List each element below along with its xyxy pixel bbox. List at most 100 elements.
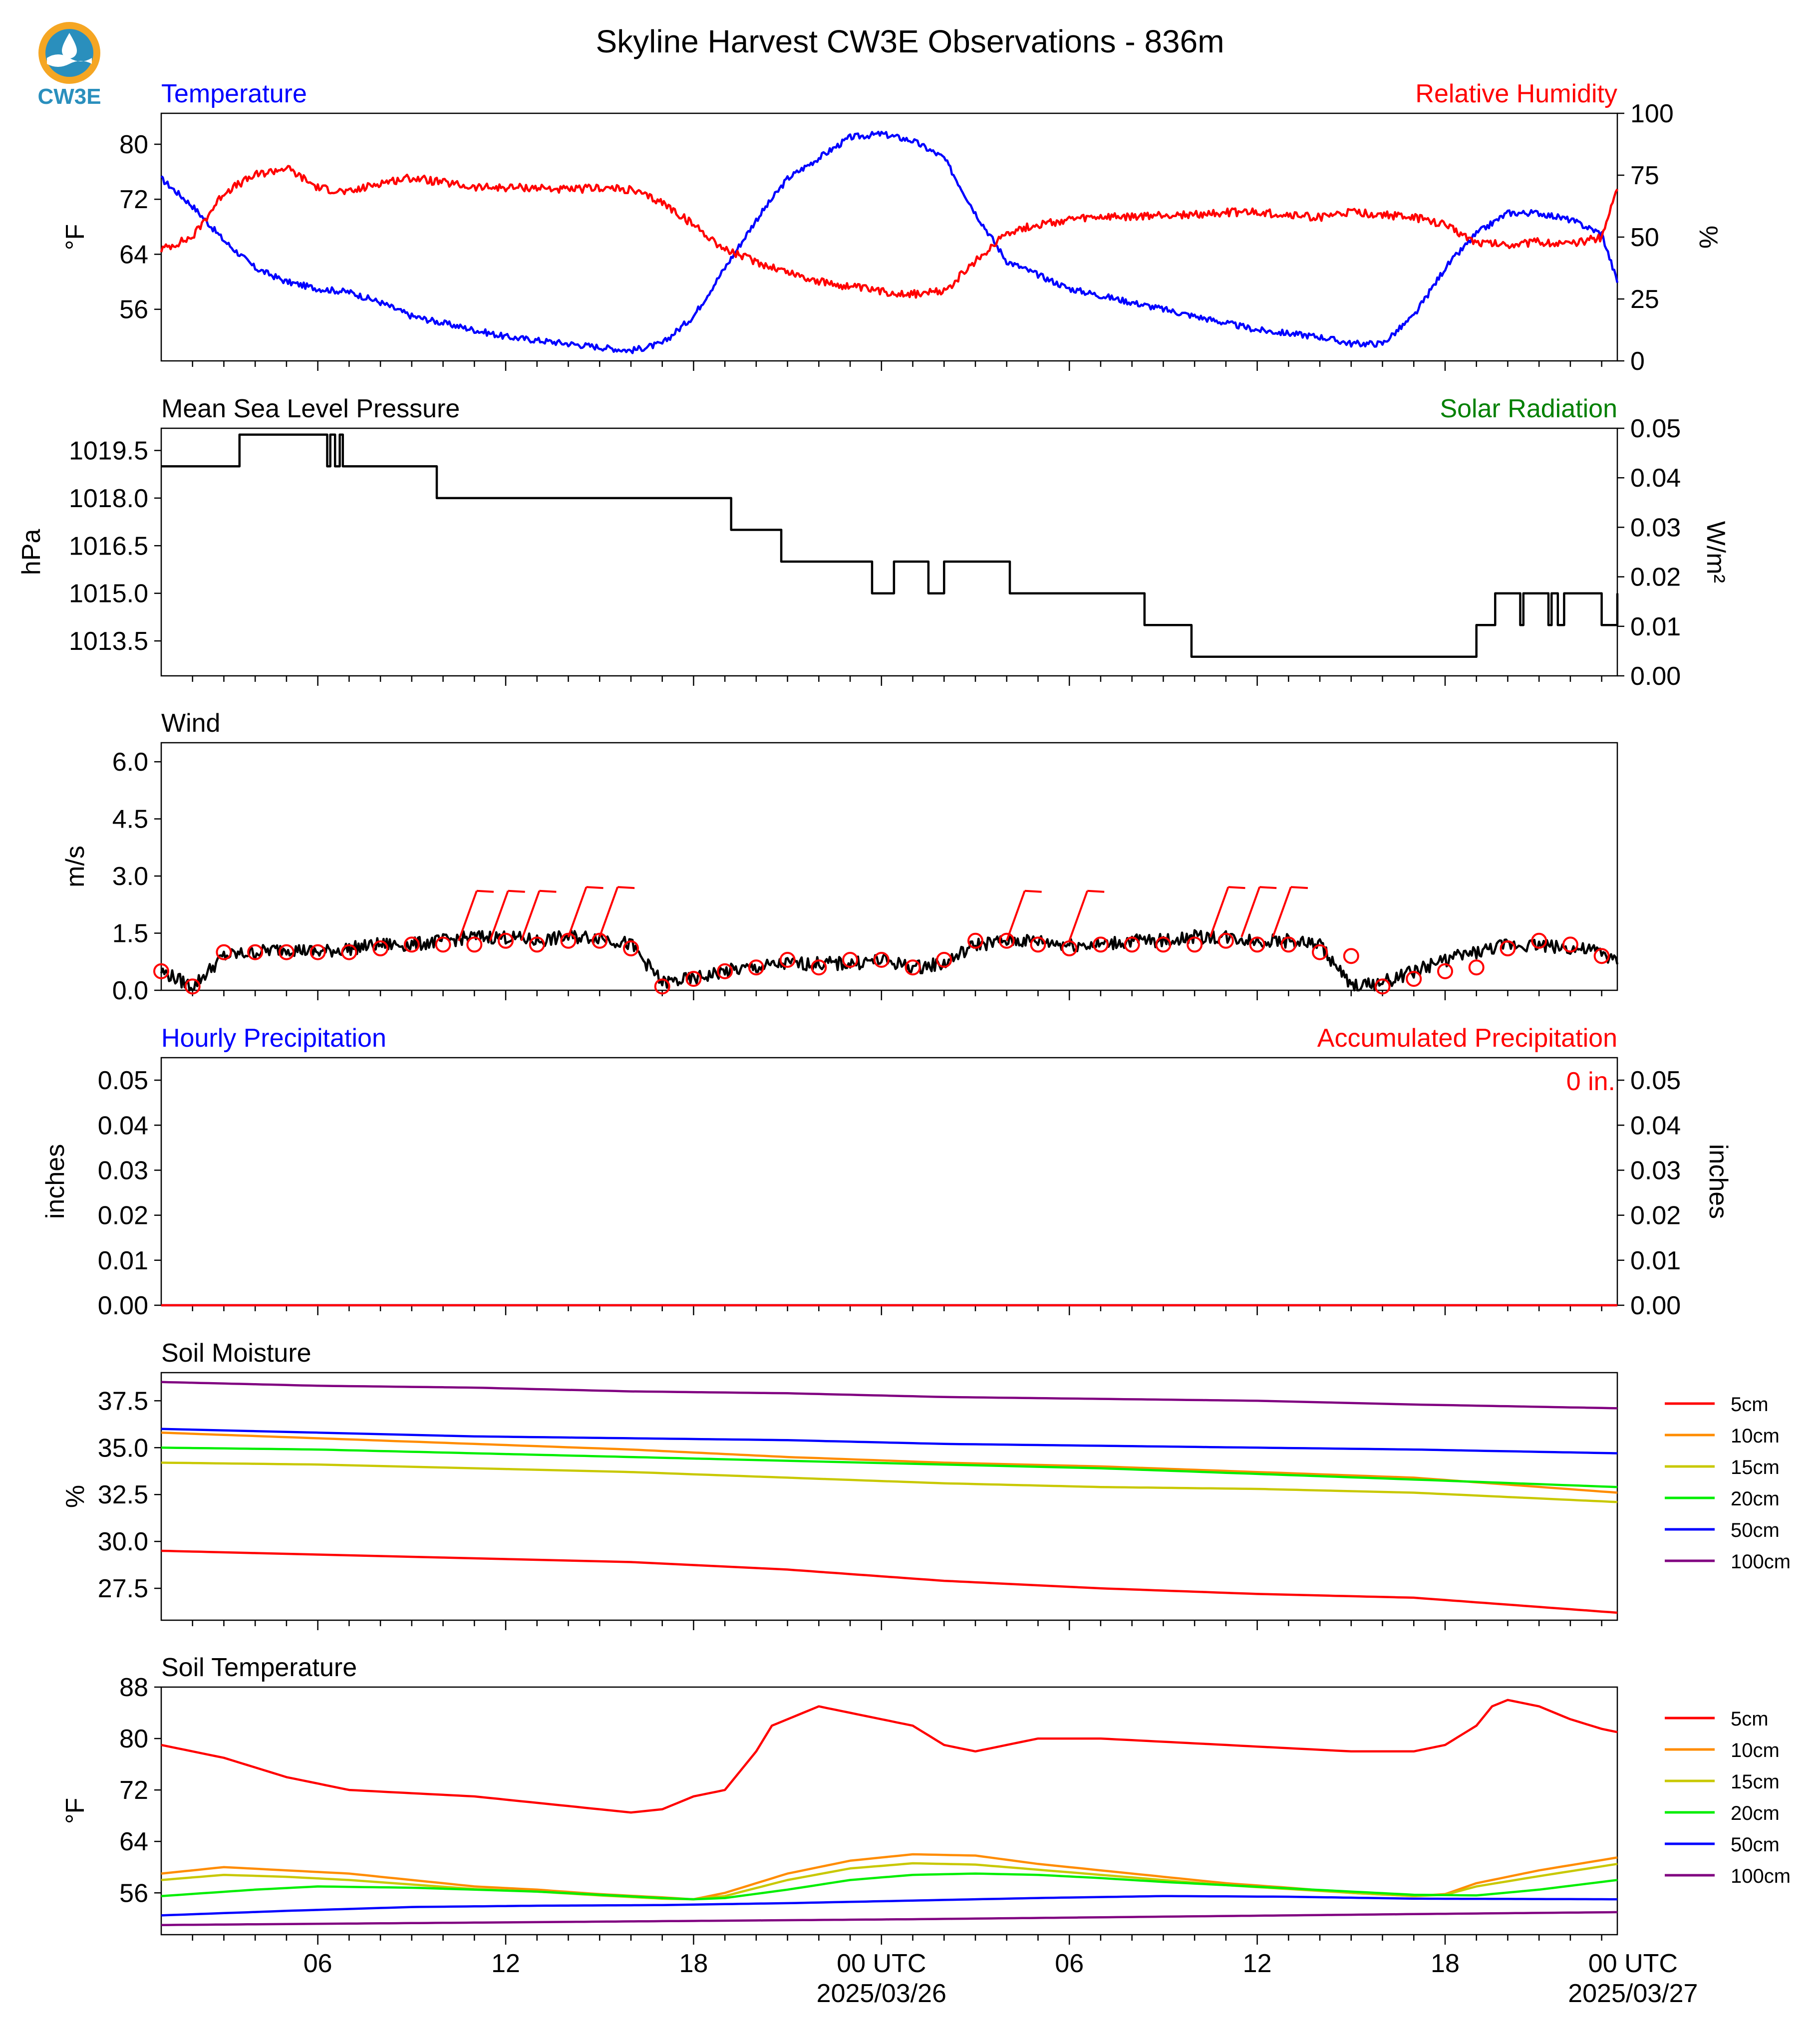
y-right-tick-label: 0.05 bbox=[1630, 414, 1681, 443]
y-tick-label: 35.0 bbox=[98, 1434, 148, 1462]
series-line-20cm bbox=[161, 1447, 1618, 1488]
y-right-tick-label: 100 bbox=[1630, 99, 1674, 128]
y-tick-label: 1019.5 bbox=[69, 437, 148, 466]
y-right-axis-label: inches bbox=[1704, 1144, 1733, 1219]
y-tick-label: 80 bbox=[119, 1725, 148, 1753]
wind-barb bbox=[1209, 886, 1245, 937]
y-tick-label: 0.00 bbox=[98, 1291, 148, 1320]
gust-marker bbox=[278, 944, 295, 960]
gust-marker bbox=[905, 959, 921, 976]
y-right-tick-label: 0.03 bbox=[1630, 513, 1681, 542]
chart-title: Skyline Harvest CW3E Observations - 836m bbox=[596, 23, 1224, 59]
legend-label: 5cm bbox=[1731, 1394, 1769, 1416]
x-date-label: 2025/03/27 bbox=[1568, 1979, 1698, 2008]
y-tick-label: 3.0 bbox=[112, 862, 148, 891]
gust-marker bbox=[873, 951, 890, 968]
logo-wave bbox=[47, 54, 92, 67]
y-right-tick-label: 25 bbox=[1630, 285, 1659, 314]
gust-marker bbox=[998, 932, 1015, 949]
x-tick-label: 06 bbox=[1055, 1949, 1084, 1978]
panel-soil_moisture bbox=[154, 1372, 1715, 1630]
panel-temperature bbox=[154, 112, 1624, 371]
legend-label: 20cm bbox=[1731, 1488, 1780, 1510]
y-tick-label: 1013.5 bbox=[69, 627, 148, 656]
gust-marker bbox=[184, 978, 201, 995]
panel-title-right: Accumulated Precipitation bbox=[1317, 1024, 1617, 1053]
gust-marker bbox=[435, 936, 451, 953]
x-date-label: 2025/03/26 bbox=[817, 1979, 946, 2008]
y-right-tick-label: 0.01 bbox=[1630, 612, 1681, 641]
x-tick-label: 00 UTC bbox=[837, 1949, 926, 1978]
wind-barb-flag bbox=[1228, 886, 1245, 889]
series-line-15cm bbox=[161, 1862, 1618, 1901]
gust-marker bbox=[1061, 940, 1078, 957]
y-right-tick-label: 0.03 bbox=[1630, 1156, 1681, 1185]
gust-marker bbox=[247, 944, 264, 960]
gust-marker bbox=[748, 959, 764, 976]
y-tick-label: 1016.5 bbox=[69, 532, 148, 561]
plot-frame bbox=[160, 1372, 1618, 1621]
gust-marker bbox=[1531, 932, 1547, 949]
series-line-20cm bbox=[161, 1872, 1618, 1901]
wind-barb bbox=[520, 889, 557, 941]
gust-marker bbox=[560, 932, 577, 949]
accumulated-total-annotation: 0 in. bbox=[1566, 1067, 1615, 1096]
y-tick-label: 64 bbox=[119, 1827, 148, 1856]
gust-marker bbox=[811, 959, 827, 976]
wind-barb-flag bbox=[1259, 886, 1277, 889]
gust-marker bbox=[153, 963, 169, 979]
wind-barb-staff bbox=[567, 886, 588, 937]
wind-barb bbox=[599, 886, 635, 937]
wind-barb-staff bbox=[458, 890, 478, 941]
y-tick-label: 30.0 bbox=[98, 1527, 148, 1556]
gust-marker bbox=[1593, 948, 1610, 964]
wind-barb-flag bbox=[1290, 886, 1308, 889]
panel-title-left: Temperature bbox=[161, 79, 307, 108]
y-tick-label: 27.5 bbox=[98, 1574, 148, 1603]
wind-barb-flag bbox=[1024, 889, 1042, 893]
gust-marker bbox=[1249, 936, 1265, 953]
y-axis-label: % bbox=[61, 1485, 90, 1508]
wind-barb-staff bbox=[1240, 886, 1261, 937]
wind-barb-staff bbox=[1272, 886, 1292, 937]
x-tick-label: 12 bbox=[1243, 1949, 1272, 1978]
y-tick-label: 0.0 bbox=[112, 976, 148, 1005]
y-tick-label: 1015.0 bbox=[69, 579, 148, 608]
y-right-tick-label: 75 bbox=[1630, 161, 1659, 190]
y-tick-label: 32.5 bbox=[98, 1480, 148, 1509]
series-line-5cm bbox=[161, 1699, 1618, 1814]
y-tick-label: 0.05 bbox=[98, 1066, 148, 1095]
gust-marker bbox=[842, 951, 859, 968]
y-axis-label: inches bbox=[41, 1144, 70, 1219]
series-line-100cm bbox=[161, 1911, 1618, 1926]
y-tick-label: 80 bbox=[119, 130, 148, 159]
y-right-tick-label: 50 bbox=[1630, 223, 1659, 252]
gust-marker bbox=[1030, 936, 1046, 953]
wind-barb-staff bbox=[489, 890, 509, 941]
panel-title-left: Mean Sea Level Pressure bbox=[161, 394, 460, 423]
x-tick-label: 18 bbox=[679, 1949, 708, 1978]
y-right-axis-label: % bbox=[1694, 226, 1723, 249]
gust-marker bbox=[498, 932, 514, 949]
gust-marker bbox=[1562, 936, 1578, 953]
panel-title-left: Soil Temperature bbox=[161, 1653, 357, 1682]
series-line-5cm bbox=[161, 1549, 1618, 1614]
x-tick-label: 06 bbox=[303, 1949, 332, 1978]
wind-barb bbox=[1068, 889, 1105, 941]
y-right-tick-label: 0.04 bbox=[1630, 464, 1681, 493]
gust-marker bbox=[1312, 944, 1328, 960]
gust-marker bbox=[216, 944, 232, 960]
gust-marker bbox=[1155, 936, 1172, 953]
series-line-10cm bbox=[161, 1431, 1618, 1494]
wind-barb-staff bbox=[520, 890, 541, 941]
panel-title-left: Hourly Precipitation bbox=[161, 1024, 386, 1053]
gust-marker bbox=[592, 932, 608, 949]
y-tick-label: 37.5 bbox=[98, 1387, 148, 1416]
y-tick-label: 0.03 bbox=[98, 1156, 148, 1185]
panel-precipitation bbox=[154, 1057, 1624, 1315]
gust-marker bbox=[1437, 963, 1453, 979]
gust-marker bbox=[779, 951, 796, 968]
y-axis-label: m/s bbox=[61, 846, 90, 887]
plot-frame bbox=[160, 112, 1618, 362]
y-tick-label: 0.02 bbox=[98, 1201, 148, 1230]
